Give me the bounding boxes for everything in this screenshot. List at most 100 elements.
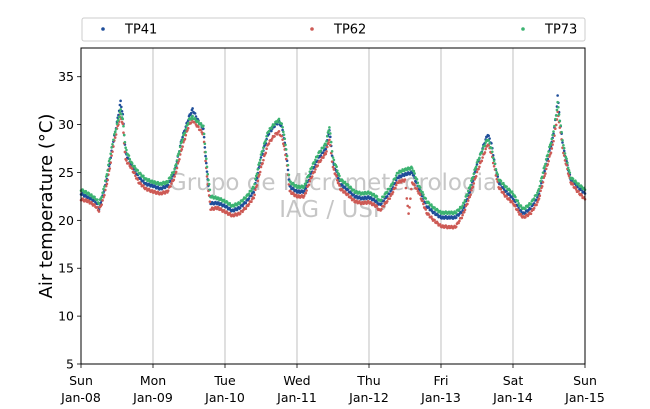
- x-tick-label-day: Sun: [573, 373, 597, 388]
- data-point: [228, 211, 232, 215]
- data-point: [427, 213, 431, 216]
- data-point: [554, 127, 557, 131]
- data-point: [430, 215, 433, 218]
- data-point: [150, 189, 154, 192]
- data-point: [314, 158, 317, 162]
- data-point: [265, 134, 268, 138]
- data-point: [499, 188, 503, 191]
- data-point: [289, 185, 292, 188]
- data-point: [397, 181, 400, 185]
- data-point: [307, 183, 311, 187]
- legend-marker: [310, 27, 314, 31]
- data-point: [93, 195, 96, 199]
- data-point: [180, 148, 184, 151]
- x-tick-label-date: Jan-09: [132, 390, 173, 405]
- data-point: [283, 137, 287, 141]
- data-point: [87, 192, 91, 195]
- data-point: [174, 162, 178, 166]
- data-point: [253, 182, 256, 186]
- data-point: [173, 167, 176, 171]
- y-tick-label: 20: [58, 213, 74, 228]
- data-point: [544, 167, 548, 171]
- data-point: [346, 188, 350, 191]
- data-point: [550, 137, 554, 141]
- data-point: [322, 146, 325, 150]
- watermark: Grupo de Micrometeorologia IAG / USP: [169, 170, 497, 223]
- data-point: [193, 116, 197, 120]
- data-point: [314, 168, 317, 171]
- data-point: [492, 164, 496, 168]
- data-point: [462, 210, 466, 214]
- data-point: [458, 207, 461, 211]
- data-point: [385, 194, 389, 198]
- data-point: [529, 212, 533, 216]
- data-point: [172, 170, 176, 174]
- data-point: [289, 180, 292, 184]
- data-point: [341, 184, 344, 187]
- data-point: [104, 175, 108, 178]
- data-point: [325, 145, 329, 149]
- data-point: [139, 177, 143, 181]
- data-point: [228, 206, 232, 210]
- data-point: [203, 142, 207, 146]
- data-point: [546, 163, 550, 166]
- data-point: [415, 187, 419, 190]
- data-point: [120, 105, 123, 109]
- data-point: [257, 163, 260, 166]
- data-point: [549, 141, 553, 145]
- data-point: [117, 118, 120, 121]
- data-point: [282, 133, 286, 136]
- data-point: [95, 198, 99, 201]
- data-point: [433, 206, 436, 209]
- data-point: [228, 201, 232, 205]
- data-point: [113, 136, 117, 139]
- data-point: [433, 211, 436, 214]
- data-point: [532, 197, 536, 200]
- data-point: [551, 133, 554, 137]
- data-point: [253, 193, 256, 197]
- data-point: [404, 186, 408, 190]
- data-point: [565, 163, 568, 167]
- y-tick-label: 15: [58, 261, 74, 276]
- data-point: [478, 156, 481, 160]
- data-point: [206, 172, 210, 176]
- data-point: [553, 124, 556, 128]
- data-point: [238, 201, 242, 205]
- data-point: [492, 159, 496, 163]
- x-tick-label-day: Thu: [356, 373, 380, 388]
- data-point: [328, 126, 331, 129]
- data-point: [285, 154, 289, 158]
- data-point: [508, 188, 512, 192]
- data-point: [332, 168, 336, 171]
- data-point: [202, 124, 205, 128]
- data-point: [325, 139, 328, 143]
- data-point: [282, 142, 285, 146]
- data-point: [430, 203, 433, 206]
- data-point: [577, 182, 580, 185]
- data-point: [529, 202, 533, 206]
- data-point: [324, 143, 328, 146]
- data-point: [352, 188, 356, 192]
- data-point: [508, 193, 512, 197]
- data-point: [555, 108, 559, 112]
- data-point: [170, 173, 173, 177]
- x-tick-label-day: Tue: [213, 373, 236, 388]
- data-point: [204, 157, 208, 161]
- data-point: [305, 179, 308, 183]
- data-point: [394, 177, 397, 180]
- data-point: [258, 161, 261, 164]
- data-point: [247, 202, 251, 206]
- x-tick-label-date: Jan-12: [348, 390, 389, 405]
- data-point: [302, 189, 306, 193]
- data-point: [325, 134, 329, 138]
- data-point: [172, 178, 176, 182]
- data-point: [189, 121, 193, 124]
- data-point: [332, 158, 336, 162]
- data-point: [180, 140, 184, 143]
- data-point: [466, 193, 469, 196]
- data-point: [557, 113, 561, 116]
- data-point: [472, 172, 476, 176]
- data-point: [108, 167, 112, 170]
- data-point: [540, 175, 544, 179]
- data-point: [205, 165, 209, 169]
